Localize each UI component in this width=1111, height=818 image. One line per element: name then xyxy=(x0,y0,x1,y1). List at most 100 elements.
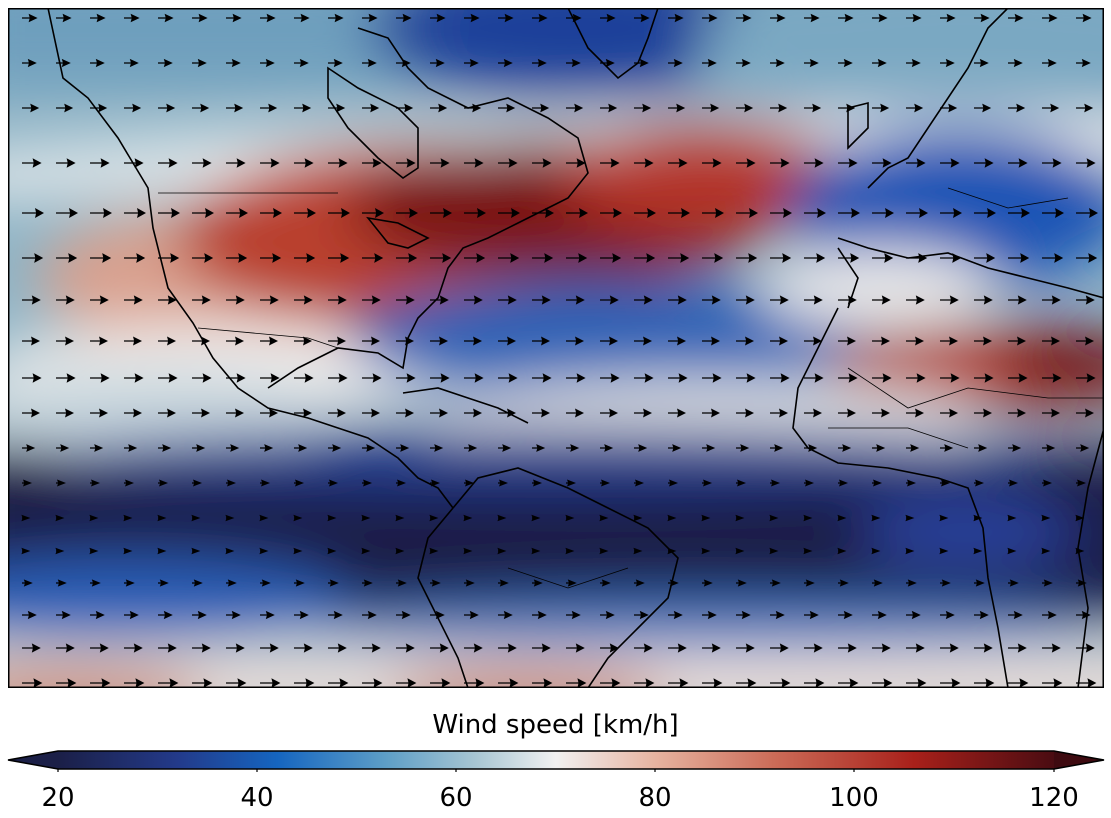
wind-arrow xyxy=(124,208,146,218)
wind-arrow xyxy=(22,58,37,68)
wind-arrow xyxy=(1076,253,1098,263)
wind-arrow xyxy=(294,408,312,418)
wind-arrow xyxy=(940,336,958,346)
wind-arrow xyxy=(634,373,654,383)
wind-arrow xyxy=(158,479,168,487)
wind-arrow xyxy=(872,253,894,263)
wind-arrow xyxy=(838,58,853,68)
wind-arrow xyxy=(124,58,139,68)
wind-arrow xyxy=(259,547,269,555)
wind-arrow xyxy=(226,158,246,168)
wind-arrow xyxy=(736,479,746,487)
wind-arrow xyxy=(668,158,688,168)
wind-arrow xyxy=(532,579,543,587)
wind-arrow xyxy=(872,678,893,688)
wind-arrow xyxy=(532,336,550,346)
wind-arrow xyxy=(770,579,781,587)
wind-arrow xyxy=(430,373,450,383)
wind-arrow xyxy=(22,579,33,587)
wind-arrow xyxy=(770,643,789,653)
wind-arrow xyxy=(532,158,552,168)
map-canvas xyxy=(8,8,1104,688)
wind-arrow xyxy=(328,678,349,688)
wind-arrow xyxy=(294,336,312,346)
wind-arrow xyxy=(531,547,541,555)
wind-arrow xyxy=(430,444,444,452)
wind-arrow xyxy=(56,643,75,653)
wind-arrow xyxy=(634,678,655,688)
wind-arrow xyxy=(158,408,176,418)
wind-arrow xyxy=(124,610,139,620)
wind-arrow xyxy=(532,58,547,68)
wind-arrow xyxy=(804,444,818,452)
wind-arrow xyxy=(1042,253,1064,263)
wind-arrow xyxy=(974,479,984,487)
wind-arrow xyxy=(769,514,779,522)
wind-arrow xyxy=(1042,158,1062,168)
wind-arrow xyxy=(1076,678,1097,688)
wind-arrow xyxy=(362,678,383,688)
wind-arrow xyxy=(362,373,382,383)
wind-arrow xyxy=(463,514,473,522)
wind-arrow xyxy=(1042,295,1061,305)
wind-arrow xyxy=(361,514,371,522)
wind-arrow xyxy=(668,208,690,218)
wind-arrow xyxy=(395,514,405,522)
wind-arrow xyxy=(124,444,138,452)
wind-arrow xyxy=(974,336,992,346)
wind-arrow xyxy=(293,547,303,555)
wind-arrow xyxy=(396,253,418,263)
colorbar-extend-min xyxy=(8,751,58,769)
wind-arrow xyxy=(532,103,550,113)
wind-arrow xyxy=(600,253,622,263)
wind-arrow xyxy=(736,103,754,113)
wind-arrow xyxy=(532,479,542,487)
wind-arrow xyxy=(294,295,313,305)
wind-arrow xyxy=(1008,610,1023,620)
wind-arrow xyxy=(1008,295,1027,305)
wind-arrow xyxy=(260,408,278,418)
wind-arrow xyxy=(838,479,848,487)
wind-arrow xyxy=(668,479,678,487)
wind-arrow xyxy=(736,408,754,418)
wind-arrow xyxy=(668,643,687,653)
wind-arrow xyxy=(396,336,414,346)
wind-arrow xyxy=(1042,336,1060,346)
wind-arrow xyxy=(634,295,653,305)
wind-arrow xyxy=(90,579,101,587)
colorbar-extend-max xyxy=(1054,751,1104,769)
wind-arrow xyxy=(1042,579,1053,587)
wind-arrow xyxy=(872,444,886,452)
wind-arrow xyxy=(260,579,271,587)
wind-arrow xyxy=(736,610,751,620)
wind-arrow xyxy=(906,373,926,383)
wind-arrow xyxy=(804,610,819,620)
wind-arrow xyxy=(124,295,143,305)
wind-arrow xyxy=(124,336,142,346)
wind-arrow xyxy=(906,295,925,305)
wind-arrow xyxy=(702,479,712,487)
wind-arrow xyxy=(872,610,887,620)
wind-arrow xyxy=(566,336,584,346)
wind-arrow xyxy=(872,13,888,23)
wind-arrow xyxy=(838,253,860,263)
wind-arrow xyxy=(668,13,684,23)
wind-arrow xyxy=(600,58,615,68)
wind-arrow xyxy=(89,514,99,522)
wind-arrow xyxy=(498,643,517,653)
wind-arrow xyxy=(1042,103,1060,113)
wind-arrow xyxy=(260,13,276,23)
wind-arrow xyxy=(90,58,105,68)
wind-arrow xyxy=(362,479,372,487)
wind-arrow xyxy=(736,444,750,452)
wind-arrow xyxy=(770,58,785,68)
wind-arrow xyxy=(1042,444,1056,452)
wind-arrow xyxy=(260,373,280,383)
wind-arrow xyxy=(838,373,858,383)
wind-arrow xyxy=(396,13,412,23)
wind-arrow xyxy=(192,373,212,383)
wind-arrow xyxy=(498,253,520,263)
wind-arrow xyxy=(498,479,508,487)
wind-arrow xyxy=(260,103,278,113)
wind-arrow xyxy=(430,103,448,113)
